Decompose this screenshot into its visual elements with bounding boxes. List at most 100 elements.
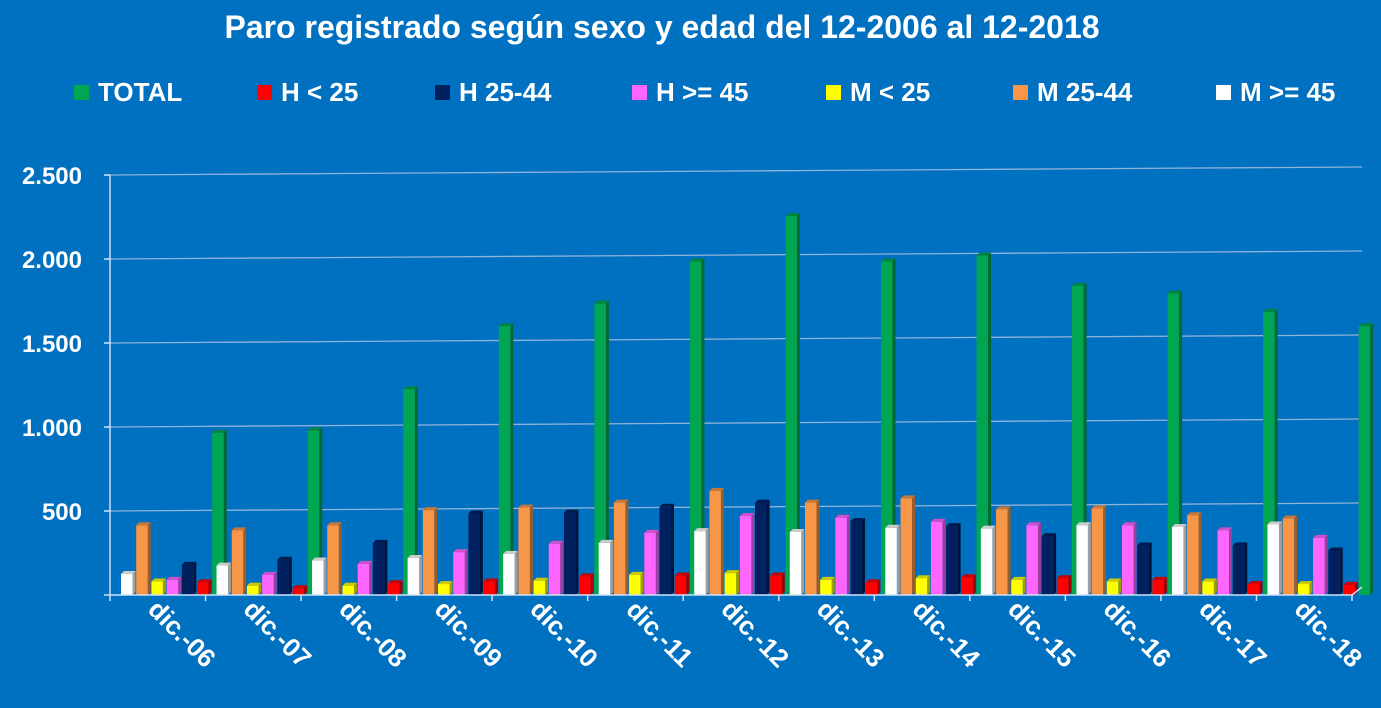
bar [1297, 581, 1313, 595]
bar [739, 513, 755, 595]
bar [468, 510, 483, 595]
bar [307, 427, 323, 595]
legend-label: M >= 45 [1240, 77, 1335, 107]
legend-swatch [257, 85, 272, 100]
legend-swatch [1216, 85, 1231, 100]
y-tick-label: 2.500 [22, 163, 82, 190]
bar [1091, 505, 1107, 595]
bar [342, 582, 357, 595]
bar [403, 386, 418, 595]
legend-label: H 25-44 [459, 77, 552, 107]
bar [1167, 290, 1183, 595]
x-category-label: dic.-15 [1002, 594, 1081, 673]
y-tick-label: 500 [42, 499, 82, 526]
bar [453, 549, 468, 595]
bar [598, 539, 614, 595]
bar [1313, 534, 1328, 595]
bar [709, 487, 724, 595]
bar [785, 213, 800, 595]
bar [930, 518, 946, 595]
x-category-label: dic.-13 [811, 594, 890, 673]
bar [372, 539, 388, 595]
bar [1328, 547, 1343, 595]
x-category-label: dic.-17 [1193, 594, 1272, 673]
gridlines [109, 166, 1363, 512]
bar [1137, 542, 1152, 595]
bar [262, 571, 277, 595]
legend-label: TOTAL [98, 77, 182, 107]
bar [422, 507, 438, 595]
bar [613, 499, 629, 595]
legend-swatch [1013, 85, 1028, 100]
x-category-label: dic.-06 [142, 594, 221, 673]
bar [900, 495, 916, 595]
chart-title: Paro registrado según sexo y edad del 12… [224, 9, 1099, 45]
legend-swatch [74, 85, 89, 100]
legend-label: H < 25 [281, 77, 358, 107]
bar [121, 571, 136, 595]
bar [407, 555, 423, 595]
bar [388, 580, 403, 595]
axes [104, 174, 1363, 601]
bar [518, 504, 533, 595]
y-tick-label: 2.000 [22, 247, 82, 274]
legend-label: M < 25 [850, 77, 930, 107]
bar [1247, 581, 1263, 595]
bar [498, 323, 514, 595]
bar [327, 522, 342, 595]
legend-swatch [632, 85, 647, 100]
bar [1026, 522, 1041, 595]
x-category-label: dic.-08 [333, 594, 412, 673]
chart-legend: TOTAL H < 25 H 25-44 H >= 45 M < 25 M 25-44 M … [74, 77, 1335, 107]
bar [483, 578, 499, 595]
x-category-label: dic.-11 [621, 594, 699, 672]
bar [689, 258, 705, 595]
bar [151, 578, 166, 595]
gridline [109, 418, 1363, 428]
bar [1343, 581, 1358, 595]
bar [594, 300, 609, 595]
bar [880, 258, 896, 595]
bar [850, 518, 866, 595]
gridline [109, 166, 1363, 176]
bar [312, 557, 327, 595]
bar [1056, 575, 1072, 595]
x-axis-depth-line [1351, 586, 1363, 596]
legend-label: H >= 45 [656, 77, 749, 107]
bar [181, 561, 197, 595]
bar [503, 550, 518, 595]
bar [674, 572, 690, 595]
x-axis-category-labels: dic.-06 dic.-07 dic.-08 dic.-09 dic.-10 dic.-… [142, 594, 1368, 674]
y-axis-tick-labels: 500 1.000 1.500 2.000 2.500 [22, 163, 82, 526]
bar [1282, 515, 1298, 595]
bar [1011, 576, 1026, 595]
bar [579, 573, 594, 595]
bar [980, 525, 996, 595]
bar [1106, 578, 1122, 595]
bar [770, 572, 785, 595]
x-category-label: dic.-18 [1289, 594, 1368, 673]
bar [212, 429, 227, 595]
bar [694, 528, 709, 595]
bar [197, 579, 212, 595]
y-tick-label: 1.500 [22, 331, 82, 358]
bar [789, 529, 805, 595]
bar [1171, 523, 1187, 595]
x-category-label: dic.-14 [907, 594, 987, 674]
x-category-label: dic.-09 [429, 594, 508, 673]
bar [1072, 282, 1087, 595]
bar [1217, 527, 1233, 595]
gridline [109, 250, 1363, 260]
bar [976, 252, 992, 595]
bar [659, 503, 674, 595]
bar [1232, 542, 1248, 595]
bar [885, 524, 900, 595]
bar [246, 582, 262, 595]
bar [1152, 576, 1167, 595]
bar [755, 499, 770, 595]
bar [533, 577, 549, 595]
bar [166, 576, 182, 595]
bar [946, 523, 961, 595]
bar [1187, 512, 1202, 595]
